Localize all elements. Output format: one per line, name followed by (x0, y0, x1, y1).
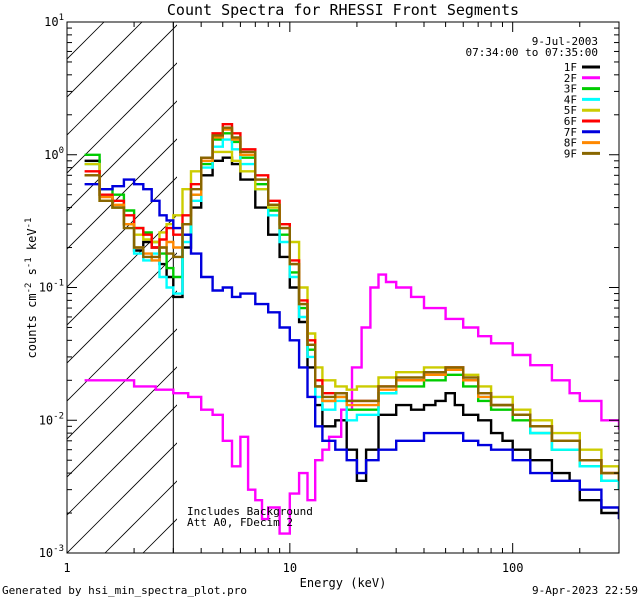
hatch-line (67, 252, 177, 364)
legend-label-6F: 6F (564, 115, 577, 128)
annotation-attenuator: Att A0, FDecim 2 (187, 516, 293, 529)
y-axis-label-exp-kev: -1 (24, 218, 34, 229)
axis-ticks (66, 21, 620, 554)
y-axis-label: counts cm-2 s-1 keV-1 (24, 218, 39, 359)
footer-timestamp: 9-Apr-2023 22:59 (532, 584, 638, 597)
x-tick-labels: 1 10 100 (63, 561, 523, 575)
y-tick-label: 10-2 (39, 411, 64, 427)
series-line-3F (84, 132, 619, 490)
hatch-line (67, 214, 177, 326)
legend-label-7F: 7F (564, 126, 577, 139)
y-axis-label-kev: keV (25, 228, 39, 257)
y-axis-label-exp-s: -1 (24, 257, 34, 268)
y-tick-labels: 10-3 10-2 10-1 100 101 (39, 13, 64, 560)
x-tick-label: 100 (502, 561, 524, 575)
series-layer (84, 123, 619, 535)
x-tick-label: 1 (63, 561, 70, 575)
footer-generated-by: Generated by hsi_min_spectra_plot.pro (2, 584, 247, 597)
legend-label-8F: 8F (564, 137, 577, 150)
legend-label-3F: 3F (564, 83, 577, 96)
header-time-range: 07:34:00 to 07:35:00 (466, 46, 598, 59)
hatch-line (67, 24, 177, 136)
header-date: 9-Jul-2003 (532, 35, 598, 48)
series-line-4F (84, 138, 619, 490)
hatch-line (295, 22, 640, 553)
series-line-5F (84, 150, 619, 474)
legend-label-1F: 1F (564, 61, 577, 74)
hatch-line (67, 100, 177, 212)
y-axis-label-s: s (25, 268, 39, 282)
excluded-energy-hatch (67, 22, 640, 553)
legend-label-4F: 4F (564, 93, 577, 106)
series-line-8F (84, 128, 619, 481)
series-line-2F (84, 273, 619, 535)
legend-label-5F: 5F (564, 104, 577, 117)
hatch-line (67, 404, 177, 516)
legend-label-2F: 2F (564, 72, 577, 85)
y-axis-label-counts: counts cm (25, 293, 39, 358)
legend-label-9F: 9F (564, 147, 577, 160)
x-tick-label: 10 (283, 561, 297, 575)
x-axis-label: Energy (keV) (300, 576, 387, 590)
series-line-7F (84, 178, 619, 520)
chart-title: Count Spectra for RHESSI Front Segments (167, 1, 519, 19)
series-line-1F (84, 156, 619, 520)
y-tick-label: 10-1 (39, 279, 64, 295)
annotation-background: Includes Background (187, 505, 313, 518)
y-tick-label: 101 (44, 13, 64, 29)
hatch-line (67, 442, 177, 553)
hatch-line (67, 366, 177, 478)
y-axis-label-exp-cm: -2 (24, 283, 34, 294)
hatch-line (67, 62, 177, 174)
y-tick-label: 100 (44, 146, 64, 162)
series-line-9F (84, 126, 619, 481)
y-tick-label: 10-3 (39, 544, 64, 560)
